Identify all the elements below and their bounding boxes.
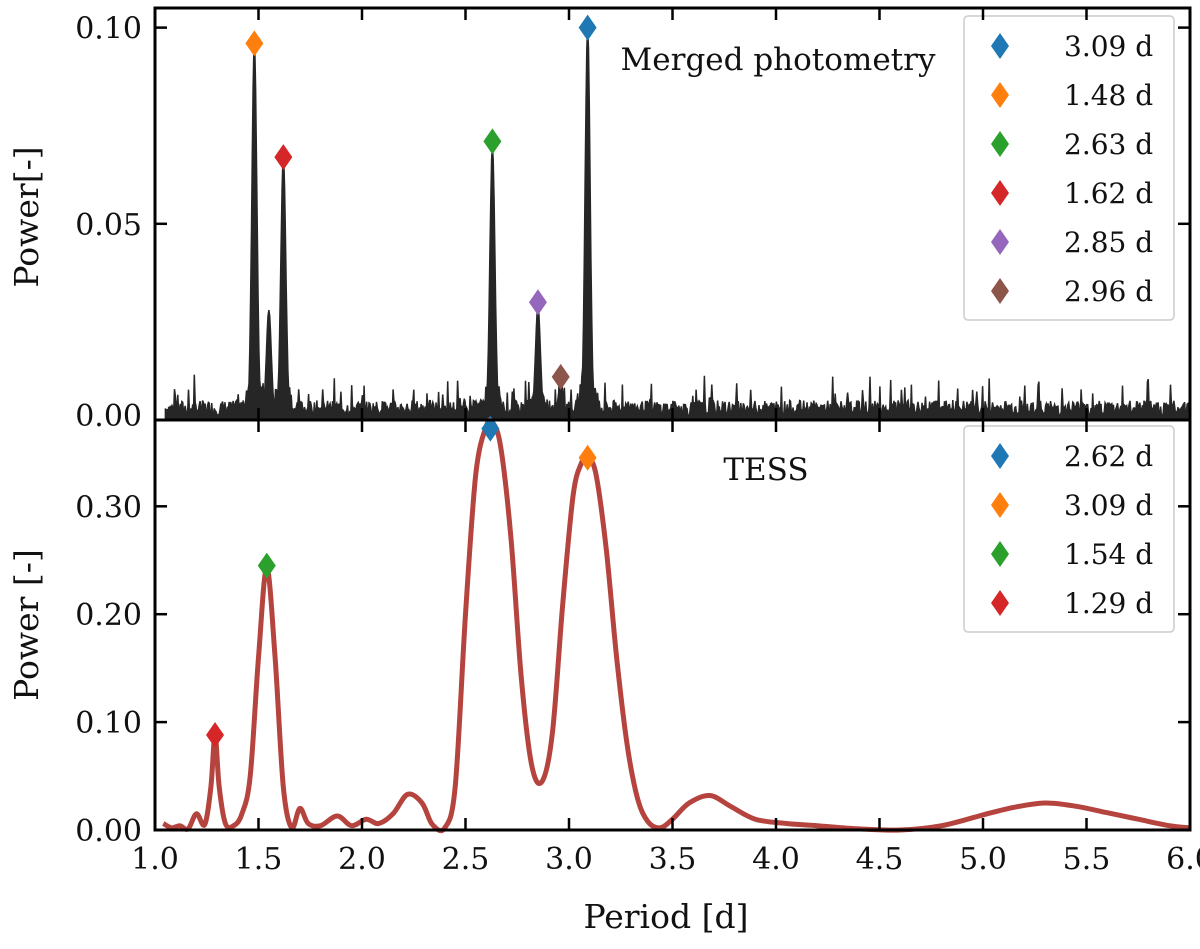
top-y-ticks: 0.00 0.05 0.10 <box>75 12 1190 434</box>
bottom-peak-markers <box>206 415 597 749</box>
legend-label: 2.85 d <box>1064 226 1153 259</box>
bottom-panel: TESS 2.62 d3.09 d1.54 d1.29 d 0.000.100.… <box>7 8 1200 936</box>
peak-marker <box>483 128 502 155</box>
peak-marker <box>481 415 500 442</box>
x-tick-label: 2.0 <box>338 842 386 877</box>
y-tick-label: 0.10 <box>75 12 142 47</box>
x-tick-label: 3.5 <box>649 842 697 877</box>
legend-label: 1.54 d <box>1064 538 1153 571</box>
legend-label: 2.96 d <box>1064 275 1153 308</box>
legend-marker <box>991 229 1009 255</box>
x-tick-label: 4.5 <box>856 842 904 877</box>
legend-label: 2.63 d <box>1064 128 1153 161</box>
y-tick-label: 0.00 <box>75 399 142 434</box>
legend-box <box>963 15 1175 321</box>
peak-marker <box>245 30 264 57</box>
legend-marker <box>991 541 1009 567</box>
y-tick-label: 0.05 <box>75 208 142 243</box>
x-tick-label: 1.0 <box>131 842 179 877</box>
top-y-axis-label: Power[-] <box>7 146 46 287</box>
legend-marker <box>991 33 1009 59</box>
top-panel-title: Merged photometry <box>621 42 936 78</box>
x-tick-label: 4.0 <box>752 842 800 877</box>
x-tick-label: 5.0 <box>959 842 1007 877</box>
peak-marker <box>257 552 276 579</box>
legend-label: 1.62 d <box>1064 177 1153 210</box>
y-tick-label: 0.20 <box>75 598 142 633</box>
x-tick-label: 5.5 <box>1063 842 1111 877</box>
legend-marker <box>991 180 1009 206</box>
legend-marker <box>991 278 1009 304</box>
legend-label: 2.62 d <box>1064 440 1153 473</box>
legend-label: 3.09 d <box>1064 30 1153 63</box>
legend-label: 3.09 d <box>1064 489 1153 522</box>
legend-label: 1.48 d <box>1064 79 1153 112</box>
legend-marker <box>991 492 1009 518</box>
legend-box <box>963 425 1175 633</box>
legend-label: 1.29 d <box>1064 587 1153 620</box>
x-axis-label: Period [d] <box>584 897 749 936</box>
top-panel: Merged photometry 3.09 d 1.48 d 2.63 d 1.62… <box>7 12 1191 434</box>
bottom-panel-title: TESS <box>723 452 808 488</box>
bottom-axes-frame <box>153 418 1192 832</box>
peak-marker <box>528 289 547 316</box>
top-legend: 3.09 d 1.48 d 2.63 d 1.62 d 2.85 d 2.96 d <box>963 15 1175 321</box>
x-tick-label: 6.0 <box>1166 842 1200 877</box>
bottom-y-ticks: 0.00 0.10 0.20 0.30 <box>75 490 1190 849</box>
x-tick-label: 3.0 <box>545 842 593 877</box>
x-tick-label: 2.5 <box>442 842 490 877</box>
legend-marker <box>991 82 1009 108</box>
legend-marker <box>991 590 1009 616</box>
peak-marker <box>578 14 597 41</box>
peak-marker <box>206 722 225 749</box>
y-tick-label: 0.10 <box>75 706 142 741</box>
legend-marker <box>991 443 1009 469</box>
peak-marker <box>578 444 597 471</box>
y-tick-label: 0.00 <box>75 814 142 849</box>
peak-marker <box>274 144 293 171</box>
top-peak-markers <box>245 14 597 390</box>
peak-marker <box>551 363 570 390</box>
bottom-legend: 2.62 d 3.09 d 1.54 d 1.29 d <box>963 425 1175 633</box>
y-tick-label: 0.30 <box>75 490 142 525</box>
top-periodogram-line <box>164 27 1191 421</box>
legend-marker <box>991 131 1009 157</box>
bottom-x-ticks: 1.0 1.5 2.0 2.5 3.0 3.5 4.0 4.5 5.0 5.5 6.0 <box>131 8 1200 877</box>
x-tick-label: 1.5 <box>235 842 283 877</box>
bottom-y-axis-label: Power [-] <box>7 549 46 701</box>
top-plot-area <box>164 27 1191 421</box>
